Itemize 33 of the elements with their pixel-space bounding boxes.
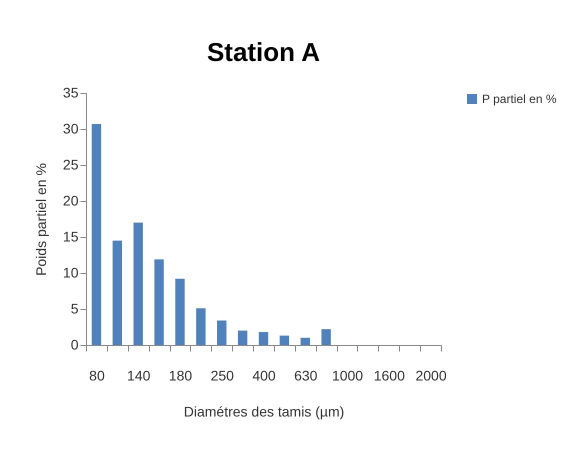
bar	[92, 124, 102, 345]
x-tick-label: 2000	[415, 368, 447, 384]
x-tick-label: 180	[168, 368, 192, 384]
x-axis-title: Diamétres des tamis (µm)	[184, 404, 344, 420]
bar	[258, 332, 268, 345]
bar	[280, 336, 290, 345]
y-tick-label: 25	[62, 156, 79, 172]
y-tick-label: 5	[70, 300, 79, 316]
y-tick-label: 35	[62, 84, 79, 100]
bar	[134, 222, 143, 345]
x-tick-label: 1000	[332, 368, 364, 384]
y-tick-label: 15	[62, 228, 79, 244]
x-tick-label: 80	[89, 368, 105, 384]
y-axis-title: Poids partiel en %	[32, 163, 49, 276]
bar	[300, 338, 310, 345]
x-tick-label: 1600	[374, 368, 406, 384]
bar	[175, 278, 185, 345]
y-tick-label: 10	[62, 264, 79, 280]
y-tick-label: 30	[62, 120, 79, 136]
bar	[196, 308, 206, 345]
x-tick-label: 250	[210, 368, 234, 384]
legend-label: P partiel en %	[482, 92, 557, 106]
bar	[154, 259, 164, 345]
bar	[112, 240, 122, 345]
x-tick-label: 630	[294, 368, 318, 384]
bar	[217, 320, 226, 345]
x-tick-label: 140	[127, 368, 151, 384]
y-tick-label: 0	[70, 336, 79, 352]
chart-title: Station A	[206, 37, 320, 67]
x-tick-label: 400	[252, 368, 276, 384]
bar	[238, 330, 248, 345]
bar	[321, 329, 331, 345]
y-tick-label: 20	[62, 192, 79, 208]
